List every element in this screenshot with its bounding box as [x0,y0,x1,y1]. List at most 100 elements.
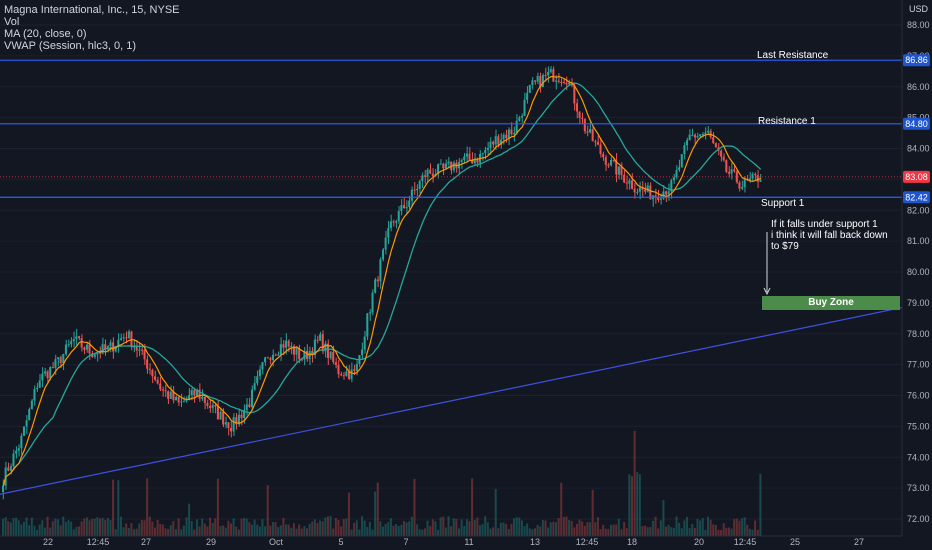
candle-body [143,349,146,360]
candle-body [683,145,686,155]
candle-body [46,371,49,379]
vwap-label[interactable]: VWAP (Session, hlc3, 0, 1) [4,40,137,52]
volume-bar [101,517,104,536]
candle-body [675,170,678,178]
candle-body [154,376,157,380]
last-resistance-label[interactable]: Last Resistance [757,50,829,61]
level-price-badge [903,117,930,130]
candle-body [400,205,403,211]
candle-body [303,350,306,360]
volume-bar [148,516,151,536]
volume-bar [96,517,99,536]
volume-bar [741,518,744,536]
candle-body [701,133,704,135]
y-tick-label: 75.00 [907,421,930,431]
buy-zone-box[interactable]: Buy Zone [762,296,900,310]
candle-body [636,191,639,193]
candle-body [497,136,500,145]
candle-body [167,391,170,399]
volume-bar [578,519,581,536]
x-tick-label: 25 [790,537,800,547]
volume-bar [174,529,177,536]
volume-bar [442,516,445,536]
volume-bar [70,521,73,536]
volume-bar [688,527,691,536]
volume-bar [22,521,25,536]
candle-body [612,160,615,162]
candle-body [604,157,607,165]
volume-bar [638,474,641,536]
volume-bar [534,528,537,536]
support-1-label[interactable]: Support 1 [761,198,805,209]
candle-body [172,391,175,401]
volume-bar [258,526,261,536]
candle-body [2,485,5,492]
volume-bar [188,503,191,536]
volume-bar [602,524,605,536]
volume-bar [368,522,371,536]
volume-bar [143,520,146,536]
volume-bar [439,517,442,536]
volume-bar [683,520,686,536]
volume-bar [743,517,746,536]
volume-bar [240,518,243,536]
candle-body [83,347,86,350]
ma-label[interactable]: MA (20, close, 0) [4,28,87,40]
candle-body [557,80,560,82]
volume-bar [159,523,162,536]
volume-bar [28,525,31,536]
volume-bar [151,521,154,536]
candle-body [638,187,641,192]
volume-bar [423,528,426,536]
volume-bar [345,518,348,536]
candle-body [72,339,75,342]
volume-bar [733,519,736,536]
y-tick-label: 82.00 [907,205,930,215]
volume-bar [510,523,513,536]
candle-body [237,414,240,425]
volume-bar [452,518,455,536]
candle-body [392,221,395,223]
candle-body [353,369,356,371]
volume-bar [746,524,749,536]
resistance-1-label[interactable]: Resistance 1 [758,116,816,127]
volume-bar [447,516,450,536]
candle-body [80,338,83,348]
volume-bar [298,524,301,536]
volume-bar [670,527,673,536]
candle-body [486,147,489,150]
volume-bar [308,523,311,536]
volume-bar [350,529,353,536]
candle-body [526,92,529,100]
volume-bar [25,517,28,536]
note-line: i think it will fall back down [771,230,888,241]
volume-bar [481,524,484,536]
volume-bar [730,528,733,536]
candle-body [232,417,235,432]
candle-body [253,383,256,390]
volume-bar [565,516,568,536]
volume-label[interactable]: Vol [4,16,20,28]
trade-note[interactable]: If it falls under support 1 i think it w… [771,219,888,252]
volume-bar [232,518,235,536]
candle-body [161,389,164,391]
volume-bar [465,519,468,536]
volume-bar [311,521,314,536]
volume-bar [274,522,277,536]
candle-body [43,371,46,374]
volume-bar [104,519,107,536]
volume-bar [287,524,290,536]
candle-body [292,346,295,355]
candle-body [188,395,191,400]
candle-body [243,409,246,418]
candle-body [36,387,39,389]
y-tick-label: 78.00 [907,329,930,339]
volume-bar [444,527,447,536]
volume-bar [463,525,466,536]
candle-body [264,357,267,363]
candle-body [591,129,594,142]
volume-bar [292,523,295,536]
symbol-title[interactable]: Magna International, Inc., 15, NYSE [4,4,180,16]
candle-body [114,346,117,352]
